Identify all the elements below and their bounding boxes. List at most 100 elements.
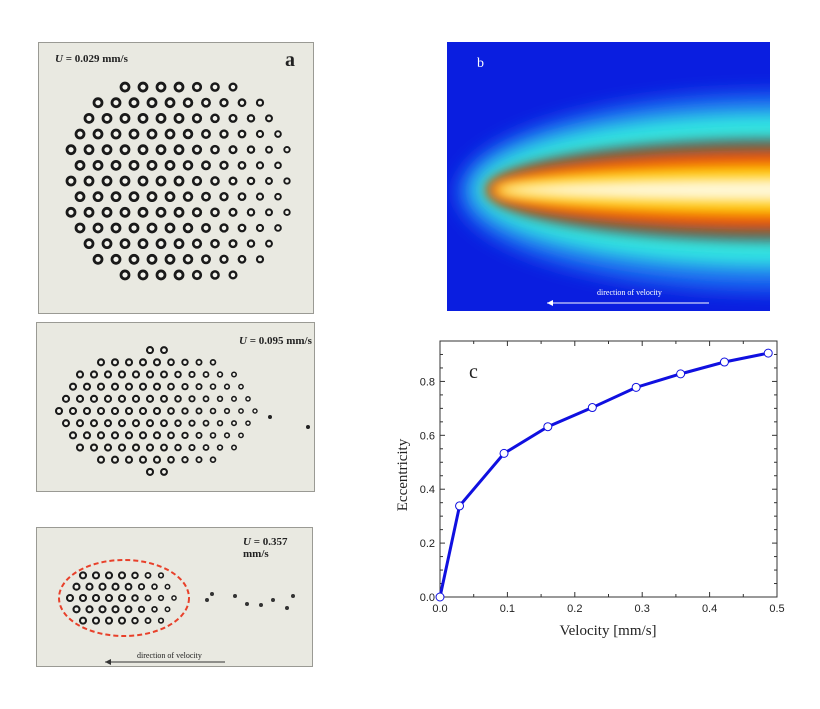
y-tick-label: 0.0 bbox=[420, 592, 435, 604]
droplet bbox=[124, 358, 134, 367]
droplet bbox=[283, 177, 291, 185]
droplet bbox=[255, 192, 265, 201]
droplet bbox=[91, 571, 101, 580]
droplet bbox=[68, 431, 78, 440]
droplet bbox=[110, 406, 120, 416]
droplet bbox=[246, 145, 256, 154]
droplet bbox=[137, 175, 149, 187]
droplet bbox=[92, 128, 104, 140]
droplet bbox=[146, 159, 158, 171]
droplet bbox=[104, 571, 114, 580]
droplet bbox=[195, 431, 203, 439]
droplet bbox=[101, 175, 113, 187]
droplet bbox=[101, 112, 113, 124]
droplet bbox=[65, 593, 75, 603]
droplet bbox=[110, 431, 120, 440]
droplet bbox=[274, 130, 282, 138]
panel-letter-a: a bbox=[285, 49, 295, 71]
droplet bbox=[72, 582, 81, 591]
droplet bbox=[124, 382, 134, 391]
droplet bbox=[237, 254, 247, 264]
droplet bbox=[219, 98, 229, 108]
droplet bbox=[209, 383, 217, 390]
droplet bbox=[145, 370, 155, 379]
droplet bbox=[110, 455, 120, 464]
droplet bbox=[216, 444, 224, 451]
droplet bbox=[245, 602, 249, 606]
droplet bbox=[160, 394, 168, 403]
droplet bbox=[138, 358, 148, 367]
droplet bbox=[164, 97, 176, 109]
droplet bbox=[188, 395, 196, 403]
droplet bbox=[173, 81, 185, 93]
droplet bbox=[219, 191, 229, 202]
droplet bbox=[274, 161, 282, 170]
panel-letter-b: b bbox=[477, 56, 484, 71]
droplet bbox=[89, 419, 99, 428]
x-tick-label: 0.1 bbox=[500, 603, 515, 615]
droplet bbox=[117, 370, 127, 379]
droplet bbox=[146, 128, 158, 140]
droplet bbox=[173, 112, 185, 124]
droplet bbox=[209, 432, 217, 439]
velocity-value: = 0.095 mm/s bbox=[249, 335, 312, 347]
droplet bbox=[78, 616, 88, 625]
eccentricity-series-line bbox=[438, 351, 769, 598]
droplet bbox=[230, 444, 238, 451]
droplet bbox=[160, 467, 168, 476]
x-tick-label: 0.2 bbox=[567, 603, 582, 615]
droplet bbox=[265, 239, 273, 248]
droplet bbox=[259, 603, 263, 607]
droplet bbox=[104, 593, 114, 603]
droplet bbox=[164, 159, 176, 171]
droplet bbox=[144, 594, 152, 602]
droplet bbox=[89, 443, 99, 452]
droplet bbox=[202, 395, 210, 403]
droplet bbox=[237, 98, 247, 108]
droplet bbox=[246, 114, 256, 123]
droplet bbox=[223, 383, 231, 390]
droplet bbox=[181, 358, 189, 366]
droplet bbox=[306, 425, 310, 429]
droplet bbox=[117, 394, 127, 403]
droplet bbox=[201, 191, 211, 202]
droplet bbox=[157, 617, 165, 624]
droplet bbox=[182, 97, 194, 108]
droplet bbox=[237, 223, 247, 233]
droplet bbox=[173, 206, 185, 218]
droplet bbox=[78, 593, 88, 603]
droplet bbox=[245, 420, 251, 427]
droplet bbox=[96, 382, 106, 391]
droplet bbox=[230, 395, 238, 402]
droplet bbox=[131, 370, 141, 379]
velocity-symbol: U bbox=[55, 53, 63, 65]
droplet bbox=[223, 407, 231, 415]
droplet bbox=[83, 206, 95, 218]
droplet bbox=[152, 406, 162, 416]
droplet bbox=[117, 616, 127, 625]
droplet bbox=[61, 394, 71, 403]
droplet bbox=[101, 144, 113, 156]
droplet bbox=[61, 419, 71, 428]
droplet bbox=[151, 606, 158, 613]
droplet bbox=[110, 222, 122, 234]
droplet bbox=[74, 222, 86, 234]
droplet bbox=[65, 175, 77, 187]
droplet bbox=[131, 571, 139, 580]
droplet bbox=[145, 394, 155, 403]
droplet bbox=[268, 415, 272, 419]
droplet bbox=[182, 191, 194, 202]
droplet bbox=[283, 208, 291, 216]
droplet bbox=[191, 144, 203, 155]
droplet bbox=[191, 175, 203, 187]
droplet bbox=[117, 571, 127, 580]
data-point bbox=[455, 501, 465, 511]
droplet bbox=[103, 419, 113, 428]
droplet bbox=[181, 456, 189, 464]
droplet bbox=[155, 269, 167, 281]
droplet bbox=[228, 82, 238, 92]
velocity-symbol: U bbox=[239, 335, 247, 347]
droplet bbox=[128, 222, 140, 234]
droplet bbox=[155, 81, 167, 93]
droplet bbox=[117, 443, 127, 452]
